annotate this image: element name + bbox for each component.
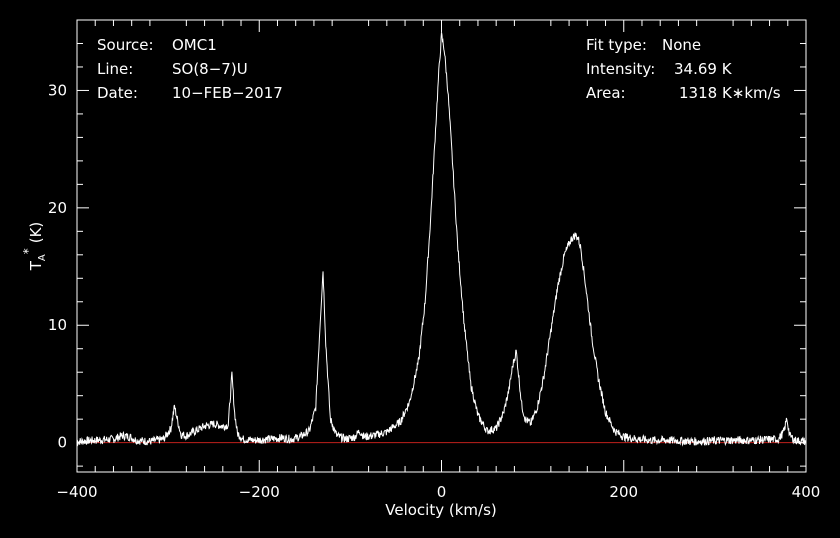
x-tick-label: −200 xyxy=(239,483,280,501)
y-tick-label: 10 xyxy=(48,316,67,334)
y-axis-label-unit: (K) xyxy=(27,222,45,244)
fit-type-label: Fit type: xyxy=(586,36,647,54)
intensity-label: Intensity: xyxy=(586,60,655,78)
y-tick-label: 20 xyxy=(48,199,67,217)
x-tick-label: −400 xyxy=(56,483,97,501)
line-label: Line: xyxy=(97,60,133,78)
y-axis-label-main: T xyxy=(27,260,45,271)
y-axis-label-sup: * xyxy=(21,248,35,254)
x-tick-label: 0 xyxy=(437,483,447,501)
line-value: SO(8−7)U xyxy=(172,60,248,78)
spectrum-series-0 xyxy=(76,32,807,447)
area-value: 1318 K∗km/s xyxy=(679,84,781,102)
date-label: Date: xyxy=(97,84,138,102)
ticks-layer: −400 −200 0 200 400 0 10 20 30 xyxy=(48,20,820,501)
source-label: Source: xyxy=(97,36,154,54)
plot-frame xyxy=(76,19,807,473)
area-label: Area: xyxy=(586,84,626,102)
fit-type-value: None xyxy=(662,36,701,54)
x-tick-label: 400 xyxy=(792,483,821,501)
x-axis-label: Velocity (km/s) xyxy=(385,501,496,519)
source-value: OMC1 xyxy=(172,36,217,54)
y-axis-label: TA* (K) xyxy=(21,222,48,272)
y-axis-label-sub: A xyxy=(37,254,48,261)
x-tick-label: 200 xyxy=(609,483,638,501)
date-value: 10−FEB−2017 xyxy=(172,84,283,102)
intensity-value: 34.69 K xyxy=(674,60,733,78)
svg-text:TA*(K): TA* (K) xyxy=(21,222,48,272)
y-tick-label: 0 xyxy=(57,434,67,452)
series-layer xyxy=(76,32,807,447)
y-tick-label: 30 xyxy=(48,81,67,99)
